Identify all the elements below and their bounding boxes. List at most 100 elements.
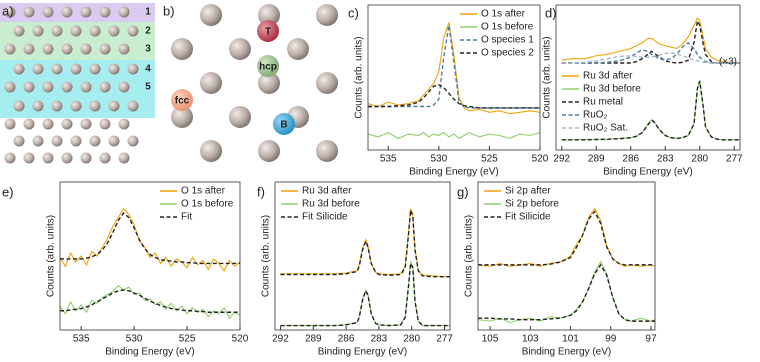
layer-band — [0, 3, 155, 22]
x-axis-label: Binding Energy (eV) — [409, 167, 499, 178]
plot-frame — [274, 181, 451, 331]
atom — [200, 4, 222, 26]
x-axis-label: Binding Energy (eV) — [522, 347, 612, 358]
legend-label: O 1s before — [481, 22, 534, 33]
legend-label: Si 2p after — [505, 186, 551, 197]
y-axis-label: Counts (arb. units) — [464, 215, 475, 297]
atom — [118, 118, 130, 130]
x-axis-label: Binding Energy (eV) — [105, 347, 195, 358]
atom — [118, 152, 130, 164]
spectrum-line — [60, 289, 240, 313]
spectrum-line — [59, 284, 241, 320]
x-tick-label: 289 — [305, 334, 322, 345]
spectrum-line — [561, 18, 740, 64]
y-axis-label: Counts (arb. units) — [46, 215, 57, 297]
atom — [127, 100, 139, 112]
legend-label: O 1s after — [181, 186, 226, 197]
x-tick-label: 535 — [73, 334, 90, 345]
x-axis-label: Binding Energy (eV) — [318, 347, 408, 358]
atom — [42, 43, 54, 55]
atom — [51, 135, 63, 147]
atom — [4, 118, 16, 130]
atom — [287, 38, 309, 60]
panel-label: a) — [2, 3, 14, 18]
atom — [42, 6, 54, 18]
atom — [258, 72, 280, 94]
atom — [23, 118, 35, 130]
legend-label: O 1s after — [481, 9, 526, 20]
x-tick-label: 525 — [481, 154, 498, 165]
legend-label: Si 2p before — [505, 199, 559, 210]
atom — [23, 43, 35, 55]
atom — [32, 100, 44, 112]
atom — [127, 25, 139, 37]
spectrum-line — [561, 80, 740, 141]
atom — [89, 25, 101, 37]
adsorption-site — [257, 20, 279, 42]
x-tick-label: 277 — [436, 334, 453, 345]
atom — [108, 25, 120, 37]
atom — [4, 43, 16, 55]
atom — [229, 38, 251, 60]
layer-label: 4 — [145, 64, 151, 75]
atom — [13, 135, 25, 147]
spectrum-line — [368, 83, 540, 109]
y-axis-label: Counts (arb. units) — [261, 215, 272, 297]
slab-diagram: 1 2 3 4 5 — [4, 6, 151, 164]
atom — [89, 63, 101, 75]
atom — [89, 135, 101, 147]
x-tick-label: 535 — [380, 154, 397, 165]
panel-label: c) — [348, 5, 359, 20]
legend-label: Ru 3d after — [583, 71, 633, 82]
legend-label: Ru 3d before — [583, 84, 641, 95]
layer-label: 3 — [145, 44, 151, 55]
y-axis-label: Counts (arb. units) — [542, 36, 553, 118]
panel-label: f) — [257, 184, 265, 199]
x-tick-label: 280 — [403, 334, 420, 345]
layer-label: 5 — [145, 82, 151, 93]
atom — [118, 81, 130, 93]
atom — [127, 135, 139, 147]
spectrum-line — [561, 52, 740, 64]
site-label: B — [280, 120, 287, 131]
legend-label: Ru 3d before — [302, 199, 360, 210]
layer-label: 2 — [145, 26, 151, 37]
atom — [229, 106, 251, 128]
legend-label: RuO₂ Sat. — [583, 123, 628, 134]
atom — [258, 140, 280, 162]
legend-label: Fit — [181, 212, 192, 223]
x-tick-label: 530 — [126, 334, 143, 345]
site-label: hcp — [259, 62, 277, 73]
atom — [61, 81, 73, 93]
x-tick-label: 286 — [338, 334, 355, 345]
atom — [51, 63, 63, 75]
legend-label: Fit Silicide — [302, 212, 348, 223]
spectrum-line — [477, 260, 656, 324]
adsorption-site — [273, 113, 295, 135]
x-tick-label: 525 — [179, 334, 196, 345]
atom — [4, 152, 16, 164]
atom — [32, 135, 44, 147]
atom — [51, 25, 63, 37]
x-tick-label: 277 — [726, 154, 743, 165]
atom — [70, 63, 82, 75]
atom — [316, 140, 338, 162]
atom — [23, 6, 35, 18]
adsorption-site — [171, 89, 193, 111]
x-tick-label: 289 — [588, 154, 605, 165]
atom — [80, 6, 92, 18]
atom — [13, 63, 25, 75]
atom — [61, 118, 73, 130]
x-tick-label: 520 — [532, 154, 549, 165]
atom — [108, 63, 120, 75]
plot-frame — [59, 181, 241, 331]
atom — [80, 118, 92, 130]
x-tick-label: 99 — [605, 334, 617, 345]
plot-frame — [477, 181, 656, 331]
site-label: fcc — [175, 96, 190, 107]
x-tick-label: 520 — [232, 334, 249, 345]
atom — [258, 4, 280, 26]
x-tick-label: 280 — [691, 154, 708, 165]
